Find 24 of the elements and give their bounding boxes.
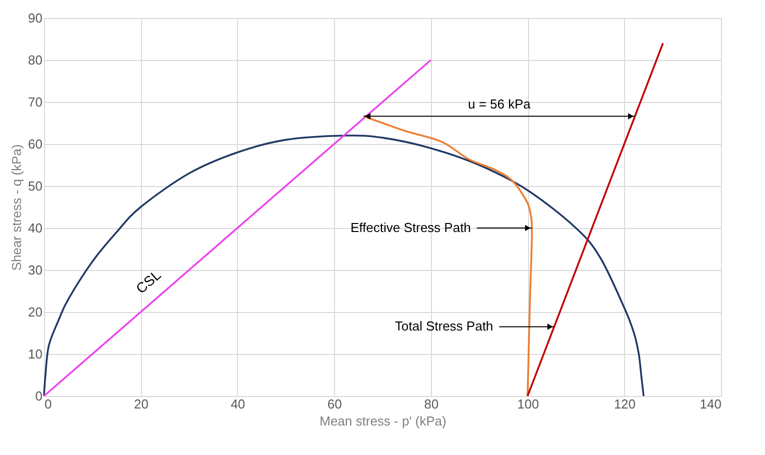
y-tick-label: 40 — [28, 220, 42, 236]
y-tick-label: 30 — [28, 262, 42, 278]
y-tick-label: 50 — [28, 178, 42, 194]
y-tick-label: 20 — [28, 304, 42, 320]
y-tick-label: 60 — [28, 136, 42, 152]
x-tick-label: 80 — [424, 396, 439, 412]
y-tick-label: 90 — [28, 10, 42, 26]
annotation: Total Stress Path — [394, 318, 494, 334]
x-tick-label: 100 — [517, 396, 539, 412]
x-tick-label: 40 — [230, 396, 246, 412]
y-axis-title: Shear stress - q (kPa) — [9, 144, 24, 271]
x-axis-title: Mean stress - p' (kPa) — [320, 414, 446, 428]
text: CSL — [132, 266, 164, 297]
y-tick-label: 10 — [28, 346, 42, 362]
x-tick-label: 120 — [614, 396, 636, 412]
x-tick-label: 60 — [327, 396, 342, 412]
x-tick-label: 140 — [700, 396, 722, 412]
line-series — [43, 134, 645, 397]
x-tick-label: 0 — [44, 396, 52, 412]
x-tick-label: 20 — [134, 396, 148, 412]
y-tick-label: 70 — [28, 94, 42, 110]
annotation: Effective Stress Path — [350, 220, 471, 235]
annotation: u = 56 kPa — [468, 96, 532, 112]
y-tick-label: 80 — [28, 52, 42, 68]
